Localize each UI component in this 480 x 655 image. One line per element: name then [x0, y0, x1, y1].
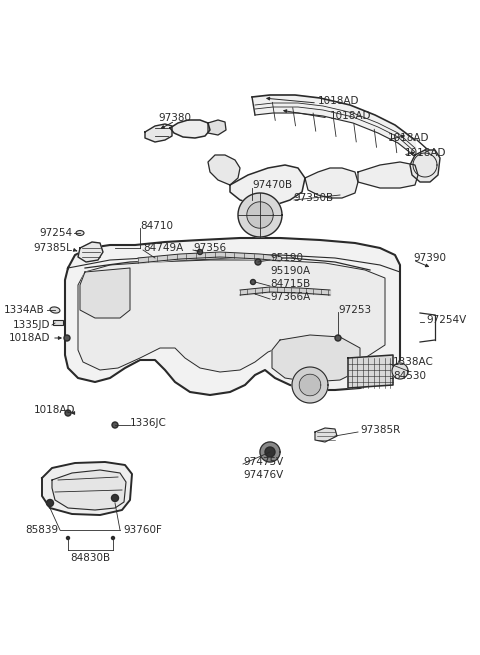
Circle shape: [64, 335, 70, 341]
Polygon shape: [52, 470, 126, 510]
Text: 97385L: 97385L: [33, 243, 72, 253]
Text: 84530: 84530: [393, 371, 426, 381]
Text: 1334AB: 1334AB: [4, 305, 45, 315]
Text: 97253: 97253: [338, 305, 371, 315]
Polygon shape: [247, 202, 273, 228]
Polygon shape: [260, 442, 280, 462]
Text: 93760F: 93760F: [123, 525, 162, 535]
Text: 97254V: 97254V: [426, 315, 466, 325]
Circle shape: [335, 335, 341, 341]
Polygon shape: [348, 355, 393, 388]
Polygon shape: [78, 260, 385, 372]
Text: 97470B: 97470B: [252, 180, 292, 190]
Text: 1335JD: 1335JD: [12, 320, 50, 330]
Circle shape: [67, 536, 70, 540]
Polygon shape: [238, 193, 282, 237]
Text: 1018AD: 1018AD: [34, 405, 75, 415]
Text: 84749A: 84749A: [143, 243, 183, 253]
Polygon shape: [208, 155, 240, 185]
Text: 97476V: 97476V: [243, 470, 283, 480]
Ellipse shape: [50, 307, 60, 313]
Circle shape: [111, 495, 119, 502]
Circle shape: [65, 410, 71, 416]
Polygon shape: [42, 462, 132, 515]
Circle shape: [265, 447, 275, 457]
Circle shape: [112, 422, 118, 428]
Circle shape: [251, 280, 255, 284]
Polygon shape: [252, 95, 417, 158]
Polygon shape: [358, 162, 418, 188]
Polygon shape: [299, 374, 321, 396]
Text: 84715B: 84715B: [270, 279, 310, 289]
Polygon shape: [65, 238, 400, 395]
Text: 97475V: 97475V: [243, 457, 283, 467]
Text: 97350B: 97350B: [293, 193, 333, 203]
Polygon shape: [315, 428, 337, 442]
Text: 1018AD: 1018AD: [405, 148, 446, 158]
Text: 85839: 85839: [25, 525, 58, 535]
Text: 97366A: 97366A: [270, 292, 310, 302]
Polygon shape: [170, 120, 210, 138]
Polygon shape: [392, 363, 408, 379]
Text: 1338AC: 1338AC: [393, 357, 434, 367]
Polygon shape: [208, 120, 226, 135]
Polygon shape: [410, 150, 440, 182]
Polygon shape: [292, 367, 328, 403]
Polygon shape: [230, 165, 305, 205]
Text: 97380: 97380: [158, 113, 192, 123]
Text: 95190A: 95190A: [270, 266, 310, 276]
Text: 95190: 95190: [270, 253, 303, 263]
Text: 84830B: 84830B: [70, 553, 110, 563]
Text: 1018AD: 1018AD: [388, 133, 430, 143]
Text: 1336JC: 1336JC: [130, 418, 167, 428]
Text: 97254: 97254: [39, 228, 72, 238]
Polygon shape: [145, 124, 172, 142]
Polygon shape: [272, 335, 360, 382]
Bar: [53, 320, 63, 325]
Text: 84710: 84710: [140, 221, 173, 231]
Circle shape: [255, 259, 261, 265]
Text: 1018AD: 1018AD: [330, 111, 372, 121]
Text: 97356: 97356: [193, 243, 226, 253]
Circle shape: [111, 536, 115, 540]
Text: 1018AD: 1018AD: [318, 96, 360, 106]
Text: 1018AD: 1018AD: [9, 333, 50, 343]
Polygon shape: [305, 168, 358, 198]
Polygon shape: [80, 268, 130, 318]
Text: 97390: 97390: [413, 253, 446, 263]
Circle shape: [197, 250, 203, 255]
Ellipse shape: [76, 231, 84, 236]
Circle shape: [47, 500, 53, 506]
Text: 97385R: 97385R: [360, 425, 400, 435]
Polygon shape: [78, 242, 103, 262]
